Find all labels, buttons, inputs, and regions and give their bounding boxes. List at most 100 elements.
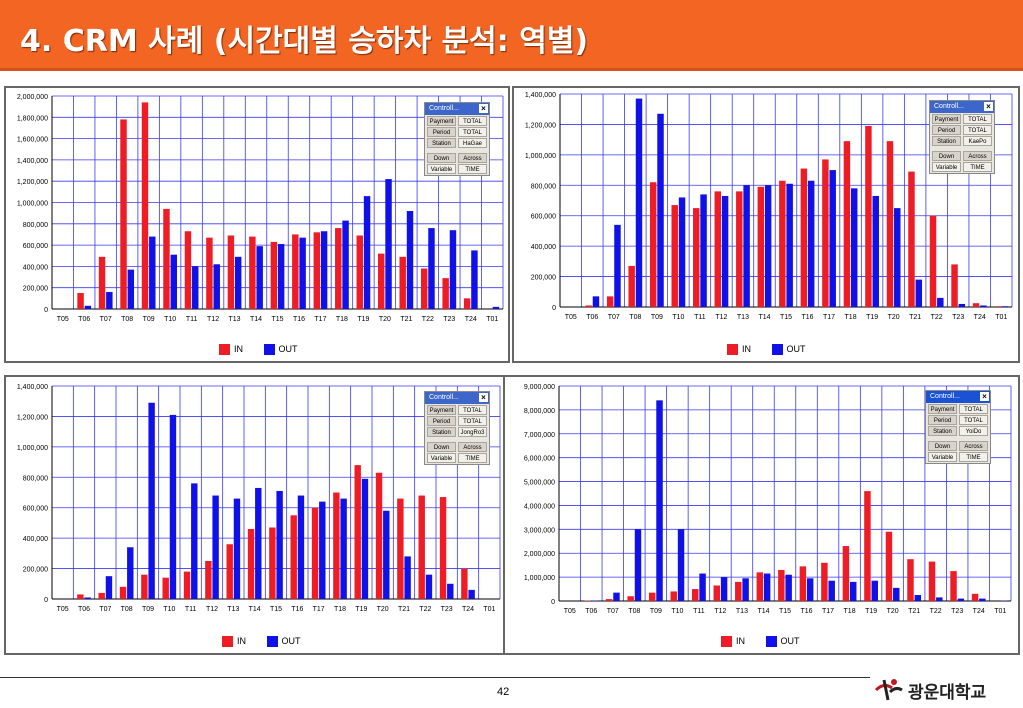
across-value[interactable]: TIME — [458, 164, 487, 174]
down-label: Down — [427, 442, 456, 452]
bar-out — [613, 592, 620, 601]
bar-in — [757, 186, 765, 307]
bar-out — [980, 305, 987, 307]
across-value[interactable]: TIME — [959, 452, 988, 462]
x-tick-label: T21 — [909, 314, 921, 321]
controller-window[interactable]: Controll... × Payment TOTAL Period TOTAL St… — [424, 102, 490, 176]
bar-in — [141, 574, 148, 599]
x-tick-label: T07 — [100, 316, 112, 323]
close-icon[interactable]: × — [479, 104, 488, 113]
variable-value[interactable]: Variable — [427, 453, 456, 463]
page-number: 42 — [497, 686, 510, 698]
x-tick-label: T09 — [142, 606, 154, 613]
controller-title: Controll... — [429, 105, 459, 112]
station-value[interactable]: JongRo3 — [458, 427, 487, 437]
y-tick-label: 1,200,000 — [525, 122, 556, 129]
bar-out — [212, 495, 219, 599]
legend-out-swatch — [263, 344, 275, 356]
y-tick-label: 6,000,000 — [524, 456, 555, 463]
bar-in — [865, 125, 872, 307]
close-icon[interactable]: × — [980, 392, 989, 401]
x-tick-label: T06 — [78, 316, 90, 323]
x-tick-label: T11 — [185, 606, 197, 613]
bar-in — [120, 119, 127, 310]
y-tick-label: 1,000,000 — [524, 575, 555, 582]
y-tick-label: 1,400,000 — [525, 92, 556, 99]
bar-out — [958, 303, 966, 307]
close-icon[interactable]: × — [984, 102, 993, 111]
bar-in — [183, 571, 191, 599]
bar-out — [614, 224, 621, 307]
bar-in — [606, 296, 614, 307]
across-value[interactable]: TIME — [458, 453, 487, 463]
y-tick-label: 200,000 — [23, 567, 48, 574]
bar-in — [98, 592, 105, 599]
x-tick-label: T17 — [314, 316, 326, 323]
y-tick-label: 200,000 — [23, 286, 48, 293]
station-value[interactable]: HaGae — [458, 138, 487, 148]
bar-out — [149, 236, 156, 309]
x-tick-label: T19 — [866, 314, 878, 321]
variable-value[interactable]: Variable — [427, 164, 456, 174]
x-tick-label: T23 — [951, 608, 963, 615]
bar-out — [127, 547, 134, 599]
period-value[interactable]: TOTAL — [458, 127, 487, 137]
payment-value[interactable]: TOTAL — [458, 405, 487, 415]
x-tick-label: T10 — [163, 606, 175, 613]
x-tick-label: T16 — [291, 606, 303, 613]
y-tick-label: 400,000 — [531, 244, 556, 251]
bar-in — [885, 531, 893, 601]
bar-in — [971, 593, 979, 601]
variable-value[interactable]: Variable — [928, 452, 957, 462]
payment-value[interactable]: TOTAL — [959, 404, 988, 414]
x-tick-label: T22 — [930, 608, 942, 615]
x-tick-label: T11 — [693, 608, 705, 615]
x-tick-label: T21 — [398, 606, 410, 613]
bar-out — [634, 529, 642, 601]
variable-value[interactable]: Variable — [932, 162, 961, 172]
bar-out — [657, 113, 664, 308]
x-tick-label: T21 — [400, 316, 412, 323]
x-tick-label: T08 — [121, 316, 133, 323]
x-tick-label: T14 — [250, 316, 262, 323]
x-tick-label: T14 — [758, 314, 770, 321]
x-tick-label: T09 — [650, 608, 662, 615]
bar-out — [721, 195, 729, 307]
bar-out — [84, 597, 91, 599]
bar-out — [806, 578, 814, 601]
bar-out — [785, 574, 792, 601]
bar-in — [77, 594, 84, 599]
bar-in — [799, 566, 807, 601]
x-tick-label: T10 — [671, 608, 683, 615]
bar-in — [994, 306, 1001, 307]
bar-out — [191, 483, 198, 599]
bar-in — [950, 571, 957, 601]
payment-value[interactable]: TOTAL — [458, 116, 487, 126]
payment-value[interactable]: TOTAL — [963, 114, 992, 124]
station-value[interactable]: KaePo — [963, 136, 992, 146]
bar-out — [234, 256, 242, 309]
controller-window[interactable]: Controll... × Payment TOTAL Period TOTAL St… — [925, 390, 991, 464]
bar-in — [270, 241, 278, 309]
bar-out — [449, 230, 457, 309]
bar-out — [447, 583, 454, 599]
bar-in — [843, 141, 851, 307]
bar-out — [471, 250, 478, 309]
period-value[interactable]: TOTAL — [959, 415, 988, 425]
x-tick-label: T18 — [845, 314, 857, 321]
x-tick-label: T23 — [441, 606, 453, 613]
bar-in — [354, 465, 361, 599]
period-value[interactable]: TOTAL — [458, 416, 487, 426]
bar-out — [914, 595, 922, 601]
x-tick-label: T18 — [844, 608, 856, 615]
controller-window[interactable]: Controll... × Payment TOTAL Period TOTAL St… — [424, 391, 490, 465]
controller-window[interactable]: Controll... × Payment TOTAL Period TOTAL St… — [929, 100, 995, 174]
across-value[interactable]: TIME — [963, 162, 992, 172]
y-tick-label: 400,000 — [23, 264, 48, 271]
bar-out — [492, 306, 500, 309]
chart-panel-jongro3: 0 200,000 400,000 600,000 800,000 1,000,000 1,… — [4, 375, 506, 655]
close-icon[interactable]: × — [479, 393, 488, 402]
period-value[interactable]: TOTAL — [963, 125, 992, 135]
station-value[interactable]: YoiDo — [959, 426, 988, 436]
bar-out — [720, 577, 728, 601]
